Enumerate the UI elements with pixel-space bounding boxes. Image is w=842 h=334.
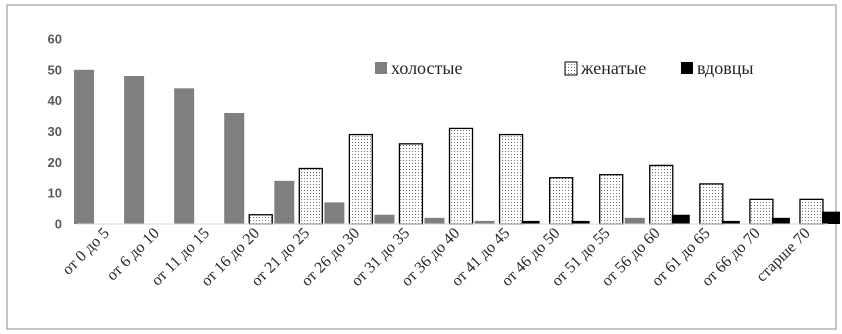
legend: холостые женатые вдовцы bbox=[375, 58, 753, 78]
bar-холостые-от-56-до-60 bbox=[624, 217, 645, 224]
bar-женатые-от-56-до-60 bbox=[649, 164, 674, 225]
bar-холостые-от-16-до-20 bbox=[224, 113, 245, 224]
bar-женатые-от-41-до-45 bbox=[498, 133, 524, 225]
legend-swatch-женатые bbox=[564, 61, 578, 76]
legend-label-холостые: холостые bbox=[391, 58, 462, 78]
bar-холостые-от-36-до-40 bbox=[424, 217, 445, 224]
bar-женатые-от-31-до-35 bbox=[398, 143, 424, 225]
legend-swatch-вдовцы bbox=[681, 62, 693, 74]
bar-женатые-от-26-до-30 bbox=[348, 133, 374, 225]
bar-холостые-от-6-до-10 bbox=[124, 76, 145, 224]
bar-женатые-от-61-до-65 bbox=[699, 183, 724, 225]
bar-женатые-от-16-до-20 bbox=[248, 214, 273, 225]
bar-холостые-от-41-до-45 bbox=[474, 220, 495, 224]
bar-вдовцы-от-41-до-45 bbox=[521, 220, 540, 224]
bar-холостые-от-21-до-25 bbox=[274, 180, 295, 224]
bar-вдовцы-от-46-до-50 bbox=[571, 220, 590, 224]
bar-холостые-от-0-до-5 bbox=[74, 69, 95, 224]
bar-женатые-от-51-до-55 bbox=[599, 174, 624, 225]
bar-женатые-от-21-до-25 bbox=[298, 167, 323, 225]
y-tick-label-10: 10 bbox=[48, 186, 62, 201]
bar-холостые-от-26-до-30 bbox=[324, 202, 345, 224]
y-tick-label-40: 40 bbox=[48, 93, 62, 108]
bar-холостые-от-31-до-35 bbox=[374, 214, 395, 224]
y-tick-label-50: 50 bbox=[48, 62, 62, 77]
legend-swatch-холостые bbox=[375, 62, 387, 74]
y-tick-label-60: 60 bbox=[48, 32, 62, 47]
bar-вдовцы-старше-70 bbox=[821, 211, 840, 224]
bar-женатые-старше-70 bbox=[799, 198, 824, 225]
y-axis-ticks: 0 10 20 30 40 50 60 bbox=[48, 32, 62, 232]
bar-женатые-от-66-до-70 bbox=[749, 198, 774, 225]
y-tick-label-0: 0 bbox=[55, 217, 62, 232]
y-tick-label-20: 20 bbox=[48, 155, 62, 170]
bar-вдовцы-от-66-до-70 bbox=[771, 217, 790, 224]
bar-женатые-от-36-до-40 bbox=[448, 127, 474, 225]
bar-вдовцы-от-61-до-65 bbox=[721, 220, 740, 224]
bar-холостые-от-11-до-15 bbox=[174, 88, 195, 224]
bar-женатые-от-46-до-50 bbox=[548, 177, 574, 225]
y-tick-label-30: 30 bbox=[48, 124, 62, 139]
bar-вдовцы-от-56-до-60 bbox=[671, 214, 690, 224]
legend-label-женатые: женатые bbox=[580, 58, 646, 78]
legend-label-вдовцы: вдовцы bbox=[697, 58, 753, 78]
